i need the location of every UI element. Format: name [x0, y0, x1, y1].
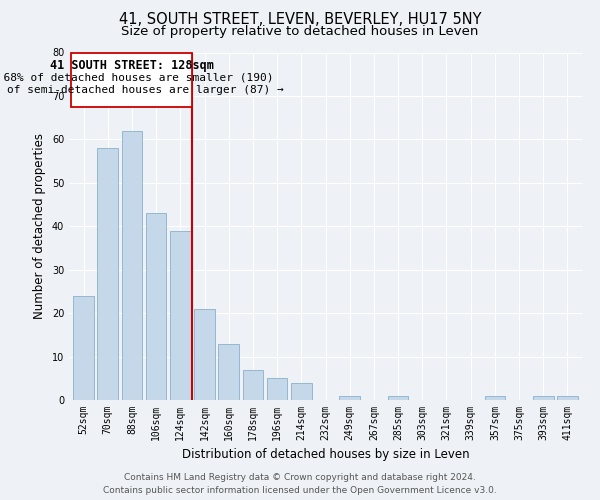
Bar — [557, 396, 578, 400]
Bar — [170, 230, 191, 400]
Text: Size of property relative to detached houses in Leven: Size of property relative to detached ho… — [121, 25, 479, 38]
Text: 41, SOUTH STREET, LEVEN, BEVERLEY, HU17 5NY: 41, SOUTH STREET, LEVEN, BEVERLEY, HU17 … — [119, 12, 481, 28]
Bar — [242, 370, 263, 400]
Bar — [73, 296, 94, 400]
Y-axis label: Number of detached properties: Number of detached properties — [33, 133, 46, 320]
Bar — [218, 344, 239, 400]
Text: Contains HM Land Registry data © Crown copyright and database right 2024.
Contai: Contains HM Land Registry data © Crown c… — [103, 474, 497, 495]
Bar — [146, 213, 166, 400]
Bar — [533, 396, 554, 400]
Bar — [97, 148, 118, 400]
Bar — [71, 52, 193, 107]
Bar — [291, 382, 311, 400]
Bar — [340, 396, 360, 400]
Bar — [122, 130, 142, 400]
Text: 41 SOUTH STREET: 128sqm: 41 SOUTH STREET: 128sqm — [50, 59, 214, 72]
X-axis label: Distribution of detached houses by size in Leven: Distribution of detached houses by size … — [182, 448, 469, 462]
Text: 31% of semi-detached houses are larger (87) →: 31% of semi-detached houses are larger (… — [0, 85, 284, 95]
Bar — [267, 378, 287, 400]
Bar — [388, 396, 409, 400]
Bar — [194, 309, 215, 400]
Text: ← 68% of detached houses are smaller (190): ← 68% of detached houses are smaller (19… — [0, 72, 274, 82]
Bar — [485, 396, 505, 400]
